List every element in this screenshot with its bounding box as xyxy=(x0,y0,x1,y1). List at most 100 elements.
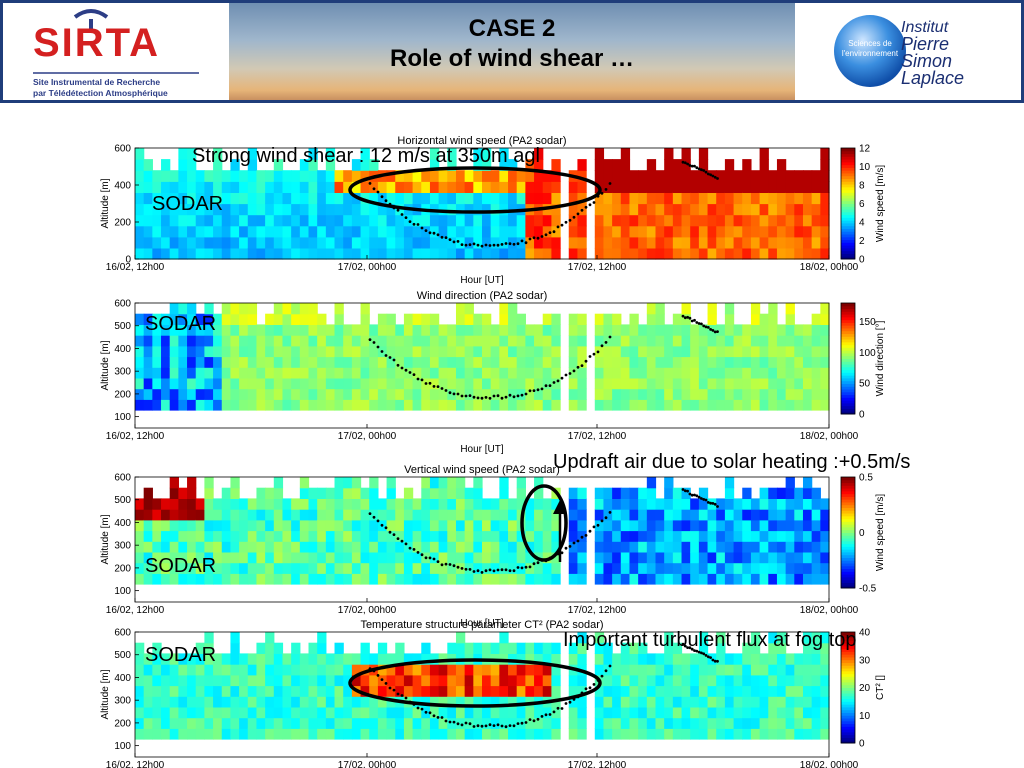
trace-point xyxy=(432,385,436,388)
heatmap-cell xyxy=(750,696,761,708)
heatmap-cell xyxy=(213,541,223,553)
heatmap-cell xyxy=(724,696,735,708)
heatmap-cell xyxy=(750,498,761,510)
heatmap-cell xyxy=(429,247,440,260)
heatmap-cell xyxy=(802,247,813,260)
y-tick-label: 400 xyxy=(114,181,131,192)
heatmap-cell xyxy=(490,399,500,411)
heatmap-cell xyxy=(542,519,553,532)
heatmap-cell xyxy=(698,530,709,542)
heatmap-cell xyxy=(577,674,587,687)
heatmap-cell xyxy=(247,335,258,347)
heatmap-cell xyxy=(655,706,665,719)
heatmap-cell xyxy=(707,225,717,238)
heatmap-cell xyxy=(594,509,605,521)
heatmap-cell xyxy=(603,388,613,400)
heatmap-cell xyxy=(325,509,336,521)
heatmap-cell xyxy=(360,356,370,368)
heatmap-cell xyxy=(724,170,735,182)
trace-point xyxy=(460,567,464,570)
heatmap-cell xyxy=(802,377,813,390)
heatmap-cell xyxy=(629,225,639,238)
heatmap-cell xyxy=(455,632,466,644)
trace-point xyxy=(540,715,544,718)
trace-point xyxy=(520,239,524,243)
heatmap-cell xyxy=(247,664,258,676)
heatmap-cell xyxy=(681,377,691,390)
heatmap-cell xyxy=(724,728,735,740)
heatmap-cell xyxy=(299,551,310,564)
heatmap-cell xyxy=(820,674,830,687)
heatmap-cell xyxy=(690,696,700,708)
heatmap-cell xyxy=(239,530,249,542)
heatmap-cell xyxy=(213,324,223,336)
heatmap-cell xyxy=(716,674,726,687)
heatmap-cell xyxy=(178,653,188,665)
heatmap-cell xyxy=(403,551,414,564)
trace-point xyxy=(468,568,472,571)
heatmap-cell xyxy=(768,214,778,227)
trace-point xyxy=(460,394,464,398)
heatmap-cell xyxy=(655,236,665,249)
heatmap-cell xyxy=(169,345,179,358)
heatmap-cell xyxy=(568,313,579,325)
heatmap-cell xyxy=(351,519,362,532)
heatmap-cell xyxy=(603,367,613,379)
heatmap-cell xyxy=(308,313,318,325)
heatmap-cell xyxy=(230,653,240,665)
highlight-ellipse-wind-shear xyxy=(348,166,602,214)
heatmap-cell xyxy=(534,498,544,510)
heatmap-cell xyxy=(351,170,362,182)
heatmap-cell xyxy=(213,664,223,676)
heatmap-cell xyxy=(343,335,353,347)
heatmap-cell xyxy=(490,541,500,553)
colorbar-segment xyxy=(841,670,855,675)
heatmap-cell xyxy=(742,519,752,532)
heatmap-cell xyxy=(395,573,405,585)
heatmap-cell xyxy=(802,214,813,227)
heatmap-cell xyxy=(776,728,787,740)
heatmap-cell xyxy=(525,717,535,729)
heatmap-cell xyxy=(152,562,162,574)
heatmap-cell xyxy=(213,685,223,697)
heatmap-cell xyxy=(265,498,275,510)
heatmap-cell xyxy=(594,335,605,347)
heatmap-cell xyxy=(516,530,526,542)
heatmap-cell xyxy=(534,477,544,489)
trace-point xyxy=(544,384,548,388)
heatmap-cell xyxy=(369,551,379,564)
heatmap-cell xyxy=(534,335,544,347)
heatmap-cell xyxy=(273,247,284,260)
heatmap-cell xyxy=(811,377,821,390)
trace-point xyxy=(472,570,476,573)
heatmap-cell xyxy=(421,498,431,510)
heatmap-cell xyxy=(213,148,223,160)
heatmap-cell xyxy=(464,498,474,510)
heatmap-cell xyxy=(811,717,821,729)
heatmap-cell xyxy=(620,653,631,665)
heatmap-cell xyxy=(785,170,795,182)
heatmap-cell xyxy=(464,356,474,368)
heatmap-cell xyxy=(794,664,804,676)
chart-title: Temperature structure parameter CT² (PA2… xyxy=(360,619,603,631)
heatmap-cell xyxy=(820,181,830,193)
heatmap-cell xyxy=(568,225,579,238)
heatmap-cell xyxy=(802,706,813,719)
heatmap-cell xyxy=(317,685,327,697)
heatmap-cell xyxy=(308,653,318,665)
heatmap-cell xyxy=(750,388,761,400)
trace-point xyxy=(504,568,508,572)
colorbar-segment xyxy=(841,172,855,177)
colorbar-tick-label: 40 xyxy=(859,628,871,639)
trace-point xyxy=(516,566,520,569)
heatmap-cell xyxy=(638,214,648,227)
heatmap-cell xyxy=(499,159,509,171)
heatmap-cell xyxy=(473,170,483,182)
colorbar-segment xyxy=(841,377,855,382)
heatmap-cell xyxy=(768,236,778,249)
trace-point xyxy=(564,220,568,224)
trace-point xyxy=(504,395,508,399)
heatmap-cell xyxy=(152,324,162,336)
trace-point xyxy=(700,168,703,172)
heatmap-cell xyxy=(690,541,700,553)
